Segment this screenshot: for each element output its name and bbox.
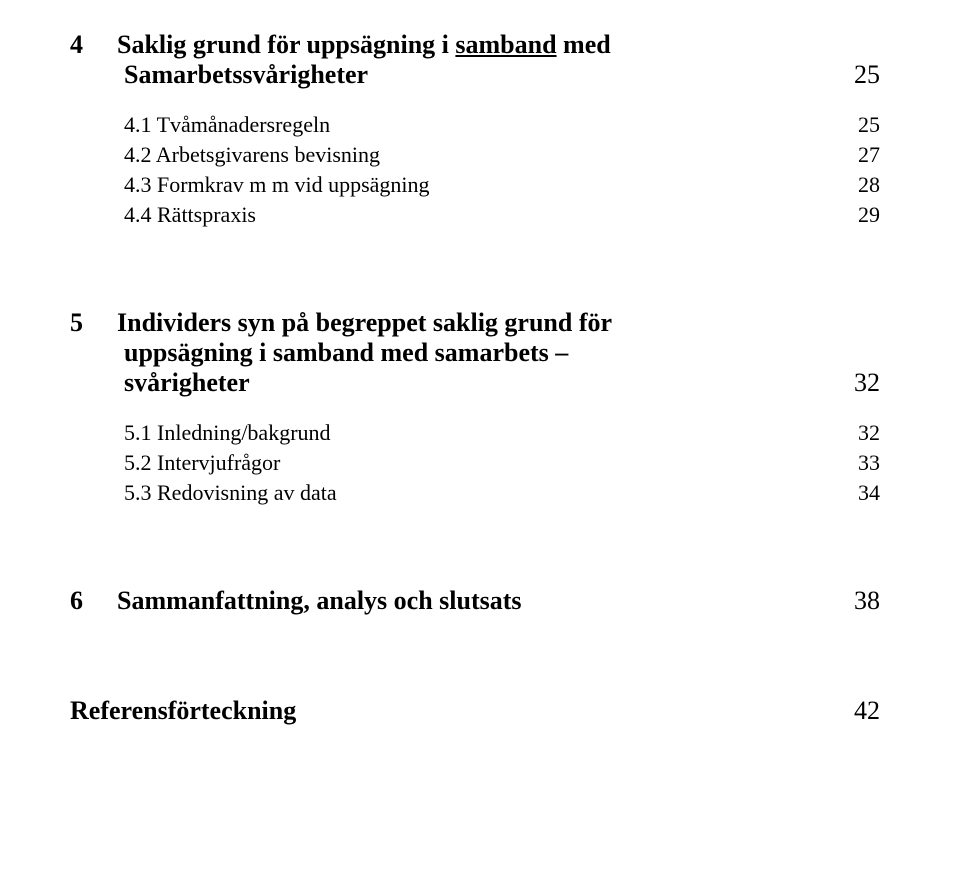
sub-label: 4.3 Formkrav m m vid uppsägning — [124, 172, 830, 198]
heading-left: 4 Saklig grund för uppsägning i samband m… — [70, 30, 830, 60]
toc-heading-5-line2: uppsägning i samband med samarbets – — [70, 338, 880, 368]
toc-subitem: 5.2 Intervjufrågor 33 — [124, 450, 880, 476]
sub-label: 4.4 Rättspraxis — [124, 202, 830, 228]
title-post: med — [557, 30, 611, 59]
sub-label: 4.2 Arbetsgivarens bevisning — [124, 142, 830, 168]
sub-page: 33 — [830, 450, 880, 476]
section-title-line3: svårigheter — [124, 368, 250, 397]
subsection-list-4: 4.1 Tvåmånadersregeln 25 4.2 Arbetsgivar… — [70, 90, 880, 228]
section-title-line2: uppsägning i samband med samarbets – — [124, 338, 568, 367]
section-page: 38 — [830, 586, 880, 616]
section-title-line2: Samarbetssvårigheter — [124, 60, 368, 89]
sub-page: 34 — [830, 480, 880, 506]
toc-heading-4: 4 Saklig grund för uppsägning i samband m… — [70, 30, 880, 60]
section-number: 6 — [70, 586, 83, 616]
sub-label: 5.2 Intervjufrågor — [124, 450, 830, 476]
section-number: 4 — [70, 30, 83, 60]
heading-left: 6 Sammanfattning, analys och slutsats — [70, 586, 830, 616]
toc-heading-references: Referensförteckning 42 — [70, 696, 880, 726]
sub-label: 5.3 Redovisning av data — [124, 480, 830, 506]
heading-left: Samarbetssvårigheter — [124, 60, 830, 90]
section-page: 42 — [830, 696, 880, 726]
toc-subitem: 4.4 Rättspraxis 29 — [124, 202, 880, 228]
section-number: 5 — [70, 308, 83, 338]
sub-label: 4.1 Tvåmånadersregeln — [124, 112, 830, 138]
title-pre: Saklig grund för uppsägning i — [117, 30, 455, 59]
toc-subitem: 5.1 Inledning/bakgrund 32 — [124, 420, 880, 446]
heading-left: svårigheter — [124, 368, 830, 398]
toc-subitem: 4.3 Formkrav m m vid uppsägning 28 — [124, 172, 880, 198]
section-title-line1: Individers syn på begreppet saklig grund… — [117, 308, 612, 337]
toc-subitem: 4.1 Tvåmånadersregeln 25 — [124, 112, 880, 138]
heading-left: uppsägning i samband med samarbets – — [124, 338, 830, 368]
toc-references: Referensförteckning 42 — [70, 696, 880, 726]
toc-page: 4 Saklig grund för uppsägning i samband m… — [0, 0, 960, 756]
sub-page: 25 — [830, 112, 880, 138]
section-page: 25 — [830, 60, 880, 90]
toc-heading-4-line2: Samarbetssvårigheter 25 — [70, 60, 880, 90]
subsection-list-5: 5.1 Inledning/bakgrund 32 5.2 Intervjufr… — [70, 398, 880, 506]
toc-heading-6: 6 Sammanfattning, analys och slutsats 38 — [70, 586, 880, 616]
toc-heading-5-line3: svårigheter 32 — [70, 368, 880, 398]
heading-left: Referensförteckning — [70, 696, 830, 726]
section-title: Sammanfattning, analys och slutsats — [117, 586, 522, 615]
section-title-line1: Saklig grund för uppsägning i samband me… — [117, 30, 611, 59]
toc-section-4: 4 Saklig grund för uppsägning i samband m… — [70, 30, 880, 228]
toc-heading-5: 5 Individers syn på begreppet saklig grun… — [70, 308, 880, 338]
title-underlined: samband — [455, 30, 556, 59]
sub-label: 5.1 Inledning/bakgrund — [124, 420, 830, 446]
sub-page: 32 — [830, 420, 880, 446]
toc-section-5: 5 Individers syn på begreppet saklig grun… — [70, 308, 880, 506]
heading-left: 5 Individers syn på begreppet saklig grun… — [70, 308, 830, 338]
toc-subitem: 4.2 Arbetsgivarens bevisning 27 — [124, 142, 880, 168]
sub-page: 27 — [830, 142, 880, 168]
toc-subitem: 5.3 Redovisning av data 34 — [124, 480, 880, 506]
section-page: 32 — [830, 368, 880, 398]
sub-page: 28 — [830, 172, 880, 198]
sub-page: 29 — [830, 202, 880, 228]
toc-section-6: 6 Sammanfattning, analys och slutsats 38 — [70, 586, 880, 616]
